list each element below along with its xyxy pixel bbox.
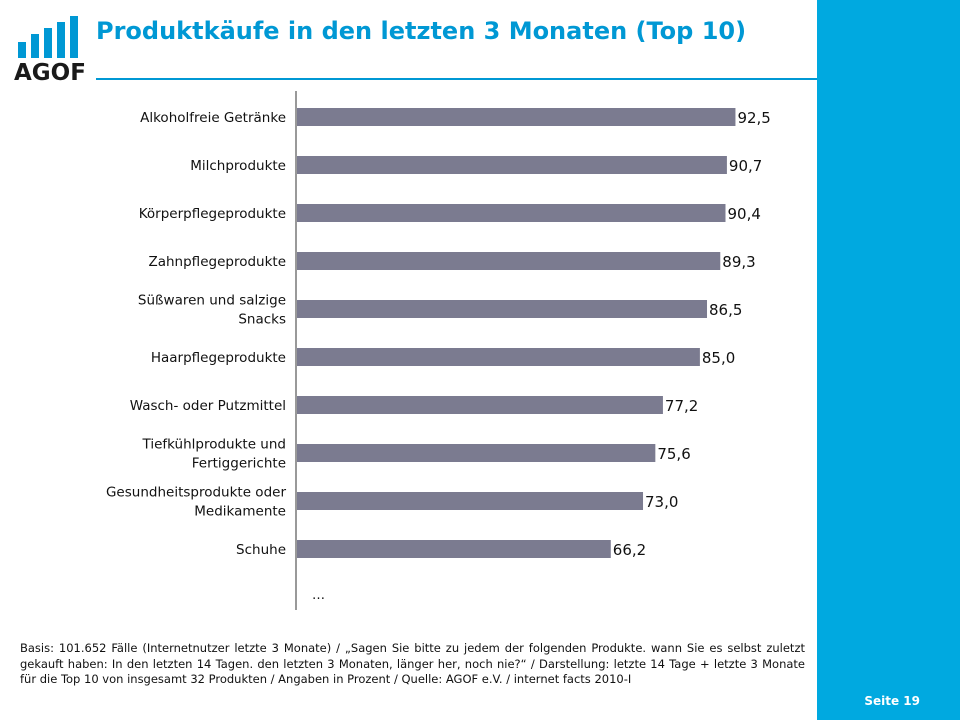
category-label: Schuhe bbox=[236, 542, 286, 558]
category-label: Süßwaren und salzige Snacks bbox=[138, 293, 286, 328]
data-label: 86,5 bbox=[709, 301, 742, 319]
category-label: Körperpflegeprodukte bbox=[139, 206, 286, 222]
more-indicator: … bbox=[312, 588, 325, 603]
logo-text: AGOF bbox=[14, 60, 86, 86]
bar bbox=[297, 204, 726, 222]
footnote: Basis: 101.652 Fälle (Internetnutzer let… bbox=[20, 641, 805, 686]
data-label: 66,2 bbox=[613, 541, 646, 559]
data-label: 73,0 bbox=[645, 493, 678, 511]
category-label: Wasch- oder Putzmittel bbox=[130, 398, 286, 414]
bar bbox=[297, 348, 700, 366]
bar bbox=[297, 444, 656, 462]
category-label: Tiefkühlprodukte und Fertiggerichte bbox=[141, 437, 286, 472]
bar bbox=[297, 108, 736, 126]
logo-bars-icon bbox=[18, 16, 78, 58]
page-number: Seite 19 bbox=[864, 694, 920, 708]
data-label: 85,0 bbox=[702, 349, 735, 367]
category-label: Zahnpflegeprodukte bbox=[148, 254, 286, 270]
category-label: Haarpflegeprodukte bbox=[151, 350, 286, 366]
page-title: Produktkäufe in den letzten 3 Monaten (T… bbox=[96, 17, 747, 45]
bar-chart: 92,5 Alkoholfreie Getränke 90,7 Milchproduk… bbox=[106, 91, 771, 610]
data-label: 90,4 bbox=[727, 205, 760, 223]
bar bbox=[297, 540, 611, 558]
data-label: 90,7 bbox=[729, 157, 762, 175]
bar bbox=[297, 396, 663, 414]
category-label: Milchprodukte bbox=[190, 158, 286, 174]
data-label: 77,2 bbox=[665, 397, 698, 415]
data-label: 92,5 bbox=[737, 109, 770, 127]
bar bbox=[297, 252, 721, 270]
bar bbox=[297, 300, 708, 318]
bar bbox=[297, 492, 644, 510]
agof-logo: AGOF bbox=[14, 16, 86, 86]
title-divider bbox=[96, 78, 817, 80]
category-label: Alkoholfreie Getränke bbox=[140, 110, 286, 126]
side-bar: Seite 19 bbox=[817, 0, 960, 720]
bar bbox=[297, 156, 727, 174]
data-label: 75,6 bbox=[657, 445, 690, 463]
category-label: Gesundheitsprodukte oder Medikamente bbox=[106, 485, 286, 520]
data-label: 89,3 bbox=[722, 253, 755, 271]
